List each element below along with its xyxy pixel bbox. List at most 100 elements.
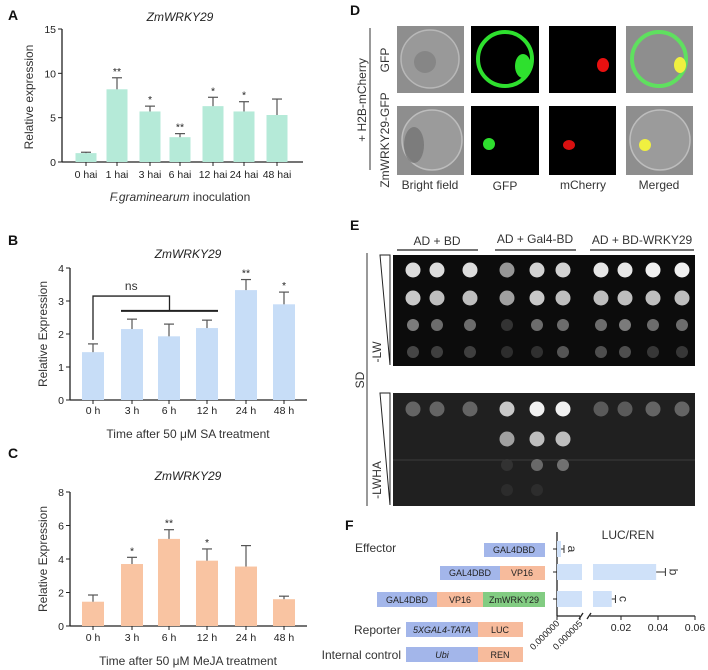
y-tick-label: 3 (58, 296, 64, 308)
chart-title: LUC/REN (602, 528, 655, 542)
yeast-colony (499, 431, 515, 447)
image-gfp-gfp (471, 26, 539, 93)
row-label-gfp: GFP (378, 48, 392, 73)
x-axis-label: Time after 50 μM MeJA treatment (99, 654, 278, 668)
yeast-colony (531, 319, 543, 331)
yeast-colony (407, 319, 419, 331)
yeast-colony (557, 346, 569, 358)
yeast-colony (405, 290, 421, 306)
yeast-colony (531, 484, 543, 496)
plate-label-lwha: -LWHA (370, 461, 384, 499)
axis-break-mark (586, 612, 592, 620)
y-tick-label: 5 (50, 113, 56, 125)
x-axis-label-rest: inoculation (190, 190, 251, 204)
bar (233, 111, 255, 162)
column-label-gfp: GFP (493, 179, 518, 193)
bar (273, 599, 295, 626)
dilution-triangle (379, 254, 391, 366)
y-axis-label: Relative Expression (36, 281, 50, 387)
x-tick-label: 24 hai (230, 169, 259, 181)
yeast-colony (531, 459, 543, 471)
chart-title: ZmWRKY29 (154, 469, 222, 483)
x-tick-label: 3 h (125, 405, 140, 417)
yeast-colony (462, 401, 478, 417)
yeast-colony (499, 401, 515, 417)
y-tick-label: 10 (44, 68, 56, 80)
yeast-colony (462, 290, 478, 306)
bar (202, 106, 224, 162)
panel-label-e: E (350, 217, 359, 233)
yeast-colony (645, 262, 661, 278)
group-label: + H2B-mCherry (355, 58, 369, 142)
bar (75, 153, 97, 162)
internal-control-label: Internal control (322, 648, 401, 662)
yeast-colony (619, 346, 631, 358)
x-tick-label: 0.04 (648, 622, 669, 634)
x-tick-label: 6 hai (169, 169, 192, 181)
bar (158, 538, 180, 626)
bar (557, 541, 561, 557)
bar (169, 137, 191, 162)
yeast-colony (499, 290, 515, 306)
y-tick-label: 4 (58, 263, 64, 275)
significance-label: * (242, 90, 246, 102)
yeast-colony (431, 346, 443, 358)
bar (121, 329, 143, 400)
x-tick-label: 0 h (86, 632, 101, 644)
yeast-colony (647, 346, 659, 358)
image-mcherry-gfp (549, 26, 616, 93)
panel-a-chart: ZmWRKY29 Relative expression F.graminear… (22, 10, 303, 204)
construct-zmwrky29: ZmWRKY29 (489, 595, 539, 605)
yeast-colony (462, 262, 478, 278)
yeast-colony (676, 319, 688, 331)
reporter-label: Reporter (354, 623, 401, 637)
panel-label-d: D (350, 2, 360, 18)
yeast-colony (674, 290, 690, 306)
yeast-colony (593, 262, 609, 278)
yeast-colony (464, 346, 476, 358)
panel-f-luc-assay: Effector Reporter Internal control GAL4D… (322, 528, 706, 662)
column-label-bright-field: Bright field (402, 178, 459, 192)
x-axis-label: Time after 50 μM SA treatment (106, 427, 270, 441)
bar (82, 352, 104, 400)
panel-d-microscopy: + H2B-mCherry GFP ZmWRKY29-GFP (355, 26, 693, 193)
image-merged-gfp (626, 26, 693, 93)
x-tick-label: 48 h (274, 405, 295, 417)
bar-low-segment (557, 564, 582, 580)
y-tick-label: 2 (58, 588, 64, 600)
yeast-colony (529, 290, 545, 306)
bar (82, 601, 104, 626)
panel-label-a: A (8, 7, 18, 23)
x-tick-label: 24 h (236, 405, 257, 417)
significance-letter: c (616, 596, 630, 602)
yeast-colony (617, 262, 633, 278)
group-label-ad-bd-wrky29: AD + BD-WRKY29 (592, 233, 693, 247)
panel-b-chart: ZmWRKY29 Relative Expression Time after … (36, 247, 307, 441)
construct-gal4dbd: GAL4DBD (449, 568, 492, 578)
x-tick-label: 3 hai (139, 169, 162, 181)
significance-label: ** (176, 122, 184, 134)
bar (273, 304, 295, 400)
yeast-colony (499, 262, 515, 278)
yeast-colony (555, 401, 571, 417)
column-label-mcherry: mCherry (560, 178, 606, 192)
yeast-colony (429, 262, 445, 278)
image-brightfield-zmwrky29 (397, 106, 464, 175)
x-tick-label: 0.06 (685, 622, 706, 634)
bar (196, 560, 218, 626)
bar (158, 336, 180, 400)
construct-promoter: 5XGAL4-TATA (413, 625, 471, 635)
panel-label-c: C (8, 445, 18, 461)
y-tick-label: 0 (58, 395, 64, 407)
yeast-colony (674, 401, 690, 417)
y-tick-label: 8 (58, 487, 64, 499)
significance-label: * (205, 537, 209, 549)
x-tick-label: 48 hai (263, 169, 292, 181)
y-tick-label: 0 (58, 621, 64, 633)
y-tick-label: 0 (50, 157, 56, 169)
yeast-colony (645, 290, 661, 306)
x-tick-label: 0 hai (75, 169, 98, 181)
bar (593, 591, 612, 607)
construct-ubi: Ubi (435, 650, 450, 660)
